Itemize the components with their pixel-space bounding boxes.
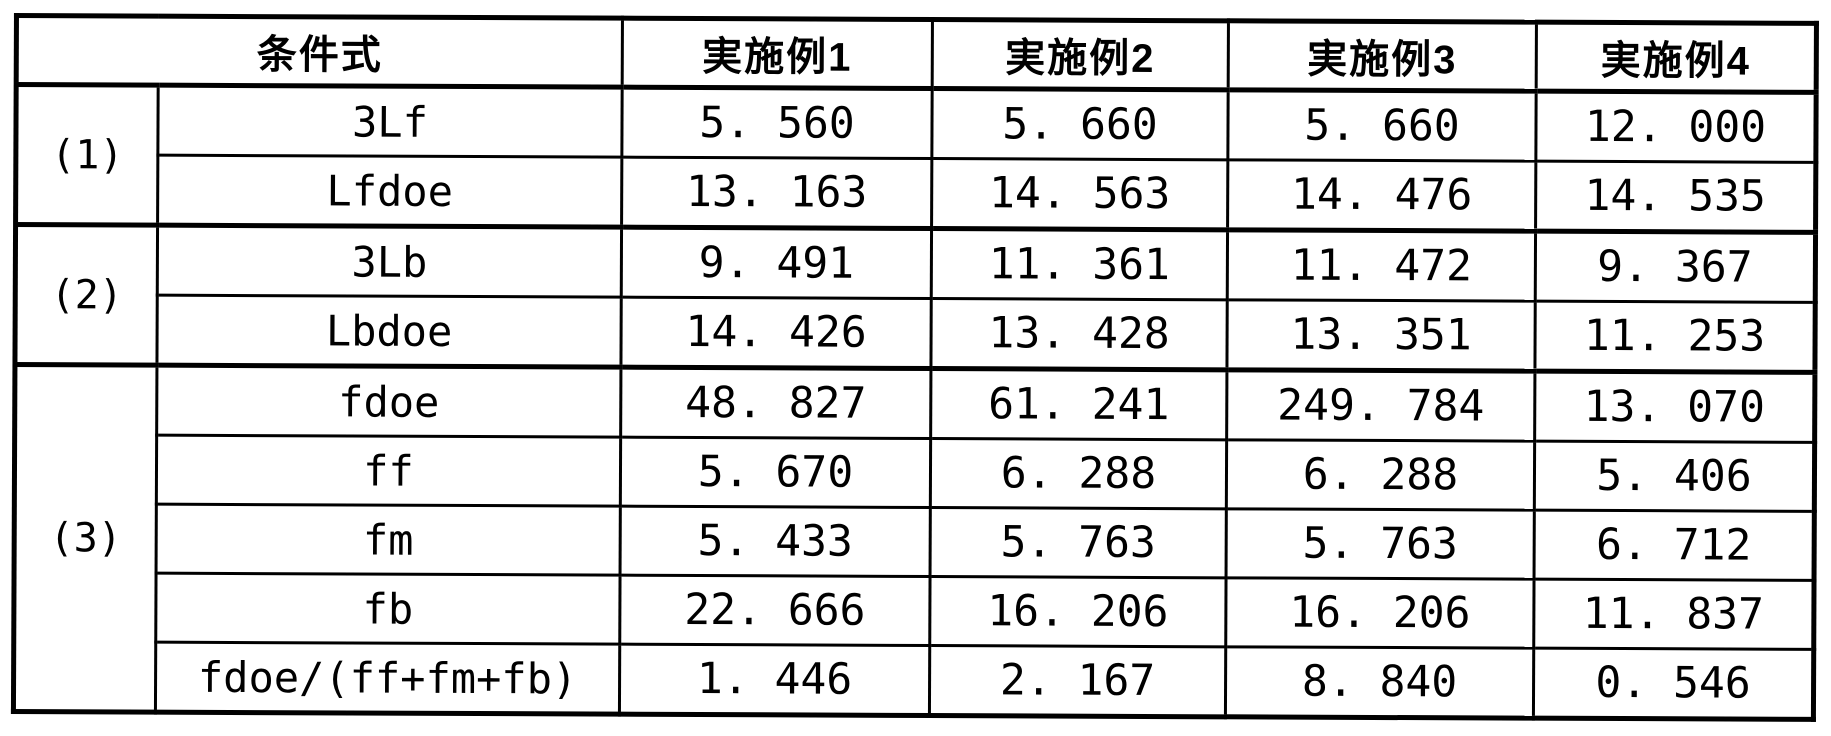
table-row: fm 5. 433 5. 763 5. 763 6. 712 [14,504,1815,581]
value-cell: 9. 367 [1535,231,1816,303]
value-cell: 11. 472 [1227,229,1536,302]
value-cell: 6. 288 [930,438,1227,509]
table-row: (1) 3Lf 5. 560 5. 660 5. 660 12. 000 [15,84,1817,226]
conditions-header-cell: 条件式 [16,15,623,88]
value-cell: 2. 167 [929,645,1226,717]
value-cell: 16. 206 [1225,577,1535,649]
value-cell: 14. 476 [1227,159,1536,232]
value-cell: 14. 563 [931,158,1228,230]
header-example-1: 実施例1 [622,18,933,89]
table-row: ff 5. 670 6. 288 6. 288 5. 406 [14,435,1815,512]
value-cell: 5. 670 [620,437,931,508]
formula-cell: fm [156,504,621,576]
value-cell: 14. 535 [1535,161,1816,233]
value-cell: 13. 351 [1226,299,1536,372]
table-row: fb 22. 666 16. 206 16. 206 11. 837 [14,573,1815,650]
table-row: fdoe/(ff+fm+fb) 1. 446 2. 167 8. 840 0. … [13,642,1814,720]
formula-cell: fb [155,573,621,645]
value-cell: 5. 406 [1534,441,1815,512]
table-row: (3) fdoe 48. 827 61. 241 249. 784 13. 07… [13,364,1815,713]
value-cell: 5. 560 [621,87,933,159]
value-cell: 6. 712 [1534,510,1815,581]
conditions-table: 条件式 実施例1 実施例2 実施例3 実施例4 (1) 3Lf 5. 560 5… [10,13,1819,722]
formula-cell: fdoe/(ff+fm+fb) [155,642,620,715]
value-cell: 13. 163 [621,157,932,229]
value-cell: 6. 288 [1226,439,1535,511]
header-example-4: 実施例4 [1536,22,1817,93]
formula-cell: 3Lf [157,85,623,158]
value-cell: 5. 763 [1226,508,1535,580]
formula-cell: Lbdoe [156,295,622,368]
value-cell: 48. 827 [620,367,931,439]
value-cell: 11. 361 [931,228,1228,300]
value-cell: 8. 840 [1225,646,1534,719]
table-row: Lbdoe 14. 426 13. 428 13. 351 11. 253 [15,295,1816,373]
value-cell: 0. 546 [1533,648,1814,720]
value-cell: 61. 241 [930,368,1227,440]
value-cell: 14. 426 [620,297,932,369]
formula-cell: ff [156,435,621,507]
table-row: (2) 3Lb 9. 491 11. 361 11. 472 9. 367 [14,224,1816,366]
value-cell: 13. 428 [930,298,1228,370]
value-cell: 9. 491 [621,227,932,299]
value-cell: 12. 000 [1535,91,1817,163]
formula-cell: 3Lb [157,225,622,298]
formula-cell: Lfdoe [157,155,622,228]
value-cell: 5. 660 [931,88,1229,160]
section-1-label: (1) [15,84,159,226]
header-example-3: 実施例3 [1228,20,1537,92]
table-row: Lfdoe 13. 163 14. 563 14. 476 14. 535 [16,155,1816,233]
value-cell: 13. 070 [1534,371,1815,443]
value-cell: 22. 666 [619,575,931,646]
value-cell: 11. 837 [1533,579,1815,650]
value-cell: 1. 446 [619,644,930,716]
section-3-label: (3) [13,364,157,713]
value-cell: 5. 763 [930,507,1227,578]
value-cell: 249. 784 [1226,369,1535,442]
value-cell: 11. 253 [1534,301,1816,373]
value-cell: 16. 206 [929,576,1227,647]
value-cell: 5. 660 [1227,89,1537,162]
formula-cell: fdoe [156,365,621,438]
table-header-row: 条件式 実施例1 実施例2 実施例3 実施例4 [16,15,1817,93]
value-cell: 5. 433 [620,506,931,577]
section-2-label: (2) [14,224,158,366]
header-example-2: 実施例2 [932,19,1229,90]
